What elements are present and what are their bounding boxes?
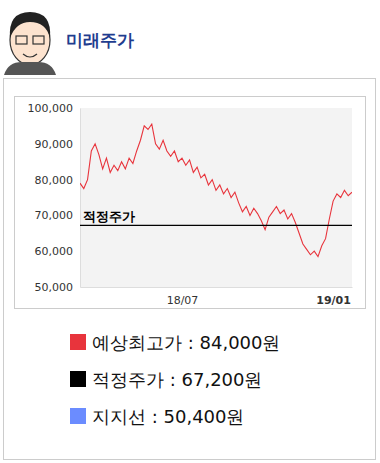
outer-box — [4, 79, 376, 460]
x-axis-line — [81, 287, 353, 288]
y-tick-label: 80,000 — [35, 174, 74, 187]
legend-swatch — [70, 334, 86, 350]
y-tick-label: 90,000 — [35, 138, 74, 151]
y-tick: 50,000 — [35, 281, 81, 294]
avatar-mouth — [23, 54, 37, 57]
y-tick: 100,000 — [28, 102, 81, 115]
price-line — [80, 124, 352, 256]
legend-label: 지지선 : 50,400원 — [92, 406, 245, 427]
avatar-glass-left — [16, 36, 27, 44]
x-tick-label: 19/01 — [316, 294, 351, 307]
reference-label: 적정주가 — [83, 209, 135, 224]
legend-swatch — [70, 408, 86, 424]
marks — [80, 124, 352, 256]
y-tick-label: 70,000 — [35, 209, 74, 222]
x-tick: 19/01 — [316, 287, 351, 307]
avatar-hair — [10, 12, 50, 38]
y-tick-label: 100,000 — [28, 102, 74, 115]
title: 미래주가 — [66, 30, 134, 50]
y-tick-label: 60,000 — [35, 245, 74, 258]
x-tick: 18/07 — [167, 287, 199, 307]
legend-label: 예상최고가 : 84,000원 — [92, 332, 281, 353]
reference-line — [80, 225, 352, 226]
chart-panel — [15, 97, 366, 309]
x-tick-label: 18/07 — [167, 294, 199, 307]
y-axis-line — [80, 109, 81, 288]
avatar — [4, 12, 56, 75]
y-tick: 80,000 — [35, 174, 81, 187]
y-tick-label: 50,000 — [35, 281, 74, 294]
y-tick: 70,000 — [35, 209, 81, 222]
avatar-body — [4, 62, 56, 75]
plot-area — [80, 108, 352, 287]
page: 미래주가 50,000 60,000 70,000 80,000 90,000 100,00… — [0, 0, 380, 463]
y-axis: 50,000 60,000 70,000 80,000 90,000 100,000 — [28, 102, 81, 294]
y-tick: 60,000 — [35, 245, 81, 258]
y-tick: 90,000 — [35, 138, 81, 151]
legend-label: 적정주가 : 67,200원 — [92, 369, 263, 390]
legend-swatch — [70, 371, 86, 387]
x-axis: 18/07 19/01 — [81, 287, 353, 307]
avatar-glass-right — [33, 36, 44, 44]
